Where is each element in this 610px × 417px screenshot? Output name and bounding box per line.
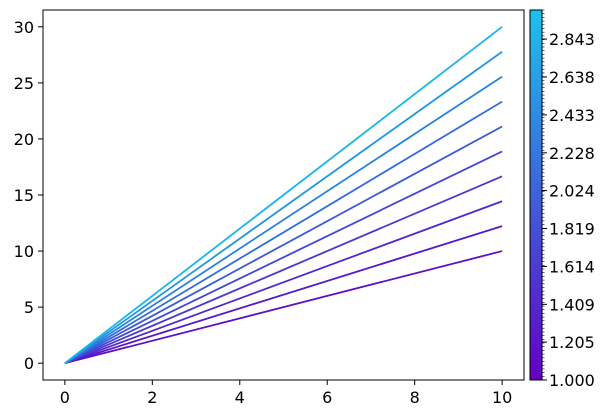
y-tick-label: 10 <box>14 242 34 261</box>
x-tick-label: 6 <box>322 388 332 407</box>
series-line-6 <box>64 125 503 364</box>
colorbar: 1.000 1.205 1.409 1.614 1.819 2.024 2.228 2.433… <box>529 9 595 390</box>
colorbar-gradient <box>529 9 543 381</box>
series-line-2 <box>64 225 503 365</box>
y-tick-label: 15 <box>14 186 34 205</box>
colorbar-tick-label: 2.433 <box>549 106 595 125</box>
x-tick-label: 4 <box>235 388 245 407</box>
x-tick-label: 8 <box>410 388 420 407</box>
series-line-5 <box>64 150 503 364</box>
colorbar-tick-label: 1.000 <box>549 371 595 390</box>
y-tick-label: 20 <box>14 130 34 149</box>
x-tick-label: 10 <box>492 388 512 407</box>
y-axis: 0 5 10 15 20 25 30 <box>14 18 43 373</box>
series-line-9 <box>64 50 503 364</box>
series-line-1 <box>64 250 503 365</box>
colorbar-tick-label: 2.638 <box>549 68 595 87</box>
x-tick-label: 0 <box>60 388 70 407</box>
y-tick-label: 5 <box>24 298 34 317</box>
colorbar-tick-label: 2.228 <box>549 144 595 163</box>
colorbar-tick-label: 1.409 <box>549 295 595 314</box>
colorbar-tick-label: 2.843 <box>549 30 595 49</box>
x-tick-label: 2 <box>147 388 157 407</box>
series-line-7 <box>64 100 503 364</box>
colorbar-tick-label: 1.205 <box>549 333 595 352</box>
series-line-3 <box>64 200 503 365</box>
y-tick-label: 0 <box>24 354 34 373</box>
colorbar-tick-label: 1.614 <box>549 257 595 276</box>
series-line-4 <box>64 175 503 365</box>
y-tick-label: 30 <box>14 18 34 37</box>
series-line-8 <box>64 75 503 364</box>
series-lines <box>64 26 503 365</box>
x-axis: 0 2 4 6 8 10 <box>60 380 512 407</box>
y-tick-label: 25 <box>14 74 34 93</box>
colorbar-tick-label: 2.024 <box>549 182 595 201</box>
series-line-10 <box>64 26 503 364</box>
colorbar-tick-label: 1.819 <box>549 219 595 238</box>
